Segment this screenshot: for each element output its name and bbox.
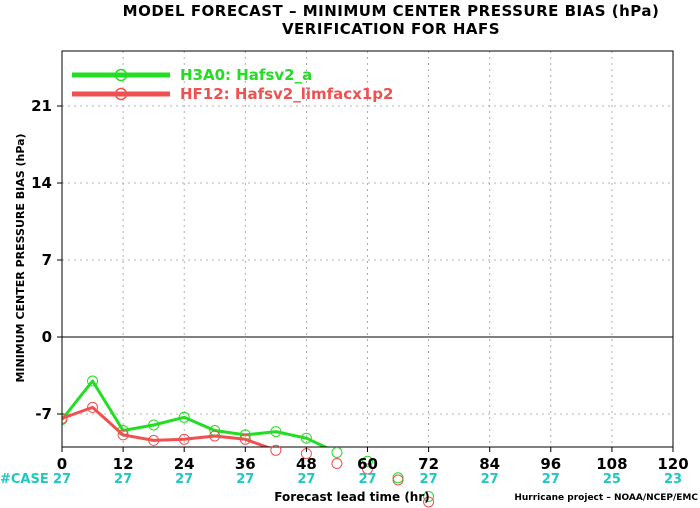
case-count: 27 (481, 472, 499, 487)
credit-text: Hurricane project – NOAA/NCEP/EMC (514, 493, 698, 503)
series-2-point (209, 430, 221, 442)
series-line-1 (62, 379, 329, 447)
legend-label: HF12: Hafsv2_limfacx1p2 (180, 85, 393, 103)
case-count: 27 (420, 472, 438, 487)
case-label: #CASE (0, 472, 49, 487)
x-tick-label: 72 (418, 455, 439, 473)
series-1-point (178, 411, 190, 423)
series-2-point (331, 458, 343, 469)
case-count: 27 (114, 472, 132, 487)
series-2-point (362, 463, 373, 475)
legend-label: H3A0: Hafsv2_a (180, 66, 312, 84)
y-tick-label: 21 (31, 97, 52, 115)
series-1-point (392, 472, 404, 484)
x-tick-label: 60 (357, 455, 378, 473)
x-tick-label: 96 (540, 455, 561, 473)
series-1-point (87, 375, 99, 387)
series-2-point (270, 444, 282, 456)
case-count: 27 (53, 472, 71, 487)
case-count: 27 (297, 472, 315, 487)
case-count: 27 (236, 472, 254, 487)
case-counts: 27 27 27 27 27 27 27 27 27 25 23 (53, 472, 682, 487)
y-tick-label: 7 (42, 251, 52, 269)
series-layer (62, 375, 329, 447)
series-2-point (239, 433, 251, 445)
y-axis-ticks: -7 0 7 14 21 (31, 97, 62, 423)
case-count: 23 (664, 472, 682, 487)
x-tick-label: 0 (57, 455, 67, 473)
series-1-point (423, 491, 435, 502)
series-2-point (62, 412, 68, 424)
case-count: 25 (603, 472, 621, 487)
series-2-point (178, 433, 190, 445)
chart-title: MODEL FORECAST – MINIMUM CENTER PRESSURE… (123, 2, 660, 20)
x-axis-label: Forecast lead time (hr) (274, 490, 430, 504)
x-axis-ticks: 0 12 24 36 48 60 72 84 96 108 120 (57, 447, 689, 473)
x-tick-label: 48 (296, 455, 317, 473)
series-2-point (87, 401, 99, 413)
series-2-point (148, 434, 160, 446)
grid (62, 51, 673, 447)
case-count: 27 (175, 472, 193, 487)
series-1-point (148, 419, 160, 431)
x-tick-label: 84 (479, 455, 500, 473)
y-axis-label: MINIMUM CENTER PRESSURE BIAS (hPa) (14, 133, 27, 382)
series-2-point (423, 496, 435, 508)
x-tick-label: 120 (657, 455, 688, 473)
series-1-point (300, 432, 312, 444)
x-tick-label: 36 (235, 455, 256, 473)
y-tick-label: -7 (35, 405, 52, 423)
legend-marker (114, 87, 128, 101)
case-count: 27 (542, 472, 560, 487)
series-2-point (392, 474, 404, 486)
case-count: 27 (358, 472, 376, 487)
series-1-point (270, 426, 282, 438)
series-line-2 (62, 405, 272, 447)
x-tick-label: 12 (113, 455, 134, 473)
series-1-point (331, 447, 343, 458)
y-tick-label: 14 (31, 174, 52, 192)
series-2-point (117, 429, 129, 441)
outside-markers (270, 444, 435, 508)
y-tick-label: 0 (42, 328, 52, 346)
x-tick-label: 24 (174, 455, 195, 473)
chart-subtitle: VERIFICATION FOR HAFS (282, 20, 500, 38)
x-tick-label: 108 (596, 455, 627, 473)
series-1-point (362, 455, 373, 467)
legend-marker (114, 68, 128, 82)
